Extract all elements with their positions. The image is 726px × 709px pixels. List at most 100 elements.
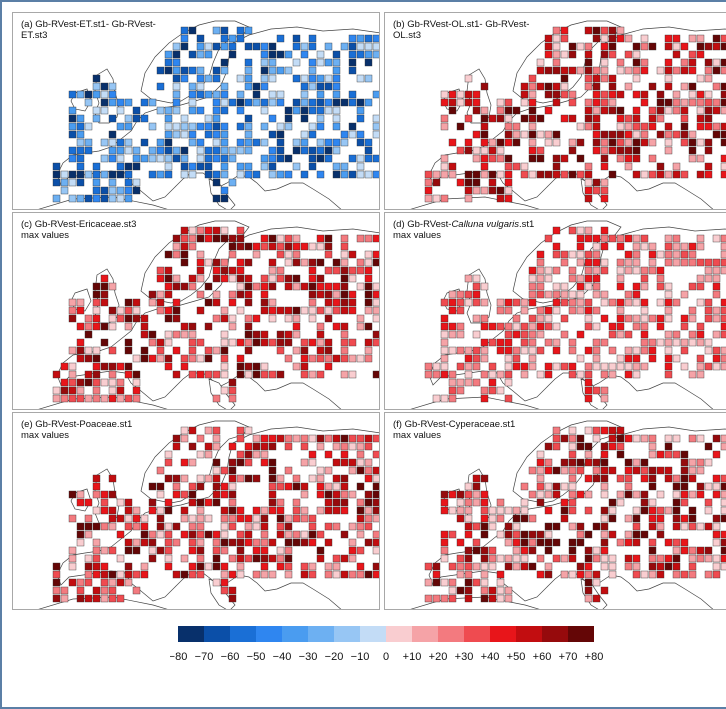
- grid-cell: [108, 570, 117, 579]
- grid-cell: [656, 298, 665, 307]
- grid-cell: [720, 538, 726, 547]
- grid-cell: [720, 154, 726, 163]
- grid-cell: [544, 490, 553, 499]
- grid-cell: [356, 266, 365, 275]
- grid-cell: [512, 346, 521, 355]
- grid-cell: [372, 234, 379, 243]
- grid-cell: [180, 554, 189, 563]
- grid-cell: [244, 26, 253, 35]
- grid-cell: [632, 322, 641, 331]
- grid-cell: [528, 314, 537, 323]
- grid-cell: [544, 562, 553, 571]
- grid-cell: [600, 258, 609, 267]
- grid-cell: [292, 482, 301, 491]
- grid-cell: [560, 330, 569, 339]
- grid-cell: [236, 282, 245, 291]
- grid-cell: [488, 562, 497, 571]
- grid-cell: [496, 586, 505, 595]
- grid-cell: [220, 58, 229, 67]
- grid-cell: [220, 106, 229, 115]
- grid-cell: [720, 250, 726, 259]
- grid-cell: [276, 338, 285, 347]
- grid-cell: [664, 346, 673, 355]
- grid-cell: [720, 138, 726, 147]
- grid-cell: [688, 154, 697, 163]
- grid-cell: [300, 354, 309, 363]
- grid-cell: [616, 266, 625, 275]
- grid-cell: [424, 194, 433, 203]
- grid-cell: [472, 330, 481, 339]
- grid-cell: [552, 226, 561, 235]
- grid-cell: [512, 538, 521, 547]
- grid-cell: [252, 546, 261, 555]
- grid-cell: [616, 362, 625, 371]
- grid-cell: [52, 178, 61, 187]
- grid-cell: [364, 74, 373, 83]
- grid-cell: [616, 138, 625, 147]
- grid-cell: [244, 242, 253, 251]
- grid-cell: [236, 258, 245, 267]
- grid-cell: [528, 546, 537, 555]
- grid-cell: [640, 34, 649, 43]
- grid-cell: [664, 66, 673, 75]
- grid-cell: [488, 514, 497, 523]
- grid-cell: [544, 266, 553, 275]
- grid-cell: [448, 386, 457, 395]
- grid-cell: [268, 506, 277, 515]
- grid-cell: [284, 114, 293, 123]
- grid-cell: [504, 154, 513, 163]
- grid-cell: [520, 162, 529, 171]
- grid-cell: [560, 498, 569, 507]
- grid-cell: [276, 122, 285, 131]
- grid-cell: [196, 554, 205, 563]
- grid-cell: [680, 362, 689, 371]
- grid-cell: [584, 314, 593, 323]
- grid-cell: [488, 586, 497, 595]
- grid-cell: [244, 146, 253, 155]
- grid-cell: [228, 570, 237, 579]
- grid-cell: [520, 562, 529, 571]
- grid-cell: [712, 122, 721, 131]
- grid-cell: [140, 346, 149, 355]
- grid-cell: [720, 58, 726, 67]
- grid-cell: [688, 314, 697, 323]
- grid-cell: [188, 170, 197, 179]
- grid-cell: [172, 82, 181, 91]
- panel-c-subtitle: max values: [21, 230, 70, 241]
- grid-cell: [276, 370, 285, 379]
- grid-cell: [172, 314, 181, 323]
- grid-cell: [364, 282, 373, 291]
- grid-cell: [180, 570, 189, 579]
- grid-cell: [608, 362, 617, 371]
- grid-cell: [228, 514, 237, 523]
- grid-cell: [496, 306, 505, 315]
- grid-cell: [536, 274, 545, 283]
- grid-cell: [324, 106, 333, 115]
- grid-cell: [616, 154, 625, 163]
- grid-cell: [340, 242, 349, 251]
- grid-cell: [108, 194, 117, 203]
- grid-cell: [316, 530, 325, 539]
- grid-cell: [712, 490, 721, 499]
- grid-cell: [236, 434, 245, 443]
- grid-cell: [164, 146, 173, 155]
- grid-cell: [496, 594, 505, 603]
- map-b: [410, 20, 726, 209]
- grid-cell: [440, 370, 449, 379]
- grid-cell: [552, 554, 561, 563]
- grid-cell: [552, 154, 561, 163]
- grid-cell: [124, 178, 133, 187]
- grid-cell: [172, 50, 181, 59]
- grid-cell: [148, 154, 157, 163]
- grid-cell: [284, 562, 293, 571]
- grid-cell: [364, 42, 373, 51]
- grid-cell: [252, 250, 261, 259]
- grid-cell: [672, 234, 681, 243]
- grid-cell: [276, 274, 285, 283]
- grid-cell: [480, 594, 489, 603]
- grid-cell: [276, 242, 285, 251]
- grid-cell: [364, 266, 373, 275]
- grid-cell: [316, 322, 325, 331]
- grid-cell: [324, 346, 333, 355]
- grid-cell: [364, 306, 373, 315]
